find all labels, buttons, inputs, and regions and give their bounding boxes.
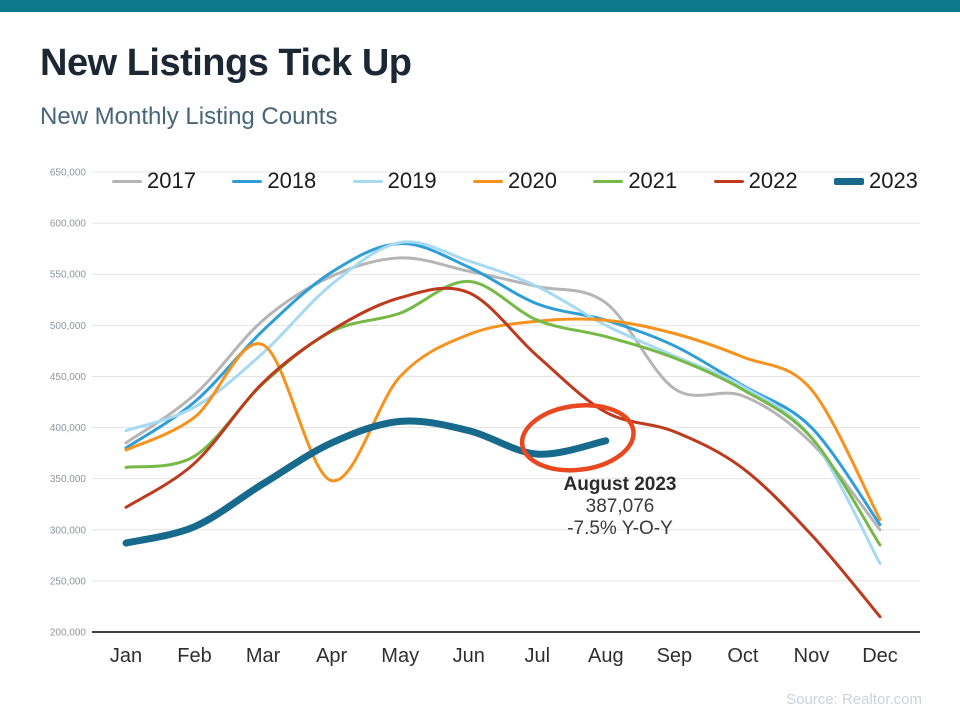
x-axis-label: Dec (862, 645, 898, 667)
legend-swatch (472, 179, 503, 183)
legend-label: 2018 (267, 168, 317, 193)
legend-item-2023: 2023 (833, 168, 918, 194)
x-axis-label: Sep (657, 645, 693, 667)
legend-label: 2023 (868, 168, 918, 193)
x-axis-label: Jan (110, 645, 142, 667)
annotation-ellipse (519, 403, 636, 473)
legend-label: 2017 (147, 168, 196, 193)
y-axis-tick-label: 300,000 (50, 525, 87, 536)
accent-bar (0, 0, 960, 12)
series-line-2022 (124, 286, 882, 619)
x-axis-label: Nov (794, 645, 830, 667)
legend-swatch (232, 179, 263, 183)
series-line-2019 (124, 240, 882, 565)
legend-item-2022: 2022 (713, 168, 798, 194)
legend-item-2019: 2019 (352, 168, 437, 194)
legend-swatch (352, 179, 383, 183)
annotation-callout: August 2023 387,076 -7.5% Y-O-Y (500, 474, 740, 540)
page-title: New Listings Tick Up (40, 42, 412, 84)
x-axis-label: Aug (588, 645, 624, 667)
chart-legend: 2017 2018 2019 2020 2021 2022 2023 (112, 167, 918, 195)
y-axis-tick-label: 500,000 (50, 321, 87, 332)
x-axis-label: Mar (246, 645, 281, 667)
x-axis-label: Feb (177, 645, 211, 667)
annotation-value: 387,076 (585, 496, 655, 517)
legend-swatch (833, 177, 864, 185)
legend-label: 2020 (507, 168, 557, 193)
legend-swatch (112, 179, 142, 183)
annotation-title: August 2023 (563, 474, 677, 495)
y-axis-tick-label: 400,000 (50, 423, 87, 434)
series-line-2017 (124, 256, 882, 532)
source-credit: Source: Realtor.com (786, 691, 922, 708)
y-axis-tick-label: 650,000 (50, 168, 87, 179)
x-axis-label: Oct (727, 645, 759, 667)
series-line-2020 (124, 317, 882, 522)
legend-item-2017: 2017 (112, 168, 196, 194)
y-axis-tick-label: 250,000 (50, 576, 87, 587)
x-axis-label: Jul (524, 645, 550, 667)
x-axis-label: Apr (316, 645, 347, 667)
page-subtitle: New Monthly Listing Counts (40, 103, 338, 130)
legend-label: 2021 (628, 168, 678, 193)
y-axis-tick-label: 200,000 (50, 628, 87, 639)
x-axis-label: May (381, 645, 419, 667)
series-line-2018 (124, 242, 882, 527)
series-line-2023 (122, 417, 610, 547)
y-axis-tick-label: 550,000 (50, 270, 87, 281)
y-axis-tick-label: 600,000 (50, 219, 87, 230)
legend-swatch (593, 179, 624, 183)
legend-label: 2022 (748, 168, 798, 193)
y-axis-tick-label: 450,000 (50, 372, 87, 383)
legend-item-2018: 2018 (232, 168, 316, 194)
legend-item-2020: 2020 (472, 168, 557, 194)
x-axis-label: Jun (453, 645, 485, 667)
y-axis-tick-label: 350,000 (50, 474, 87, 485)
legend-item-2021: 2021 (593, 168, 677, 194)
legend-swatch (713, 179, 744, 183)
legend-label: 2019 (387, 168, 437, 193)
annotation-change: -7.5% Y-O-Y (567, 518, 673, 539)
